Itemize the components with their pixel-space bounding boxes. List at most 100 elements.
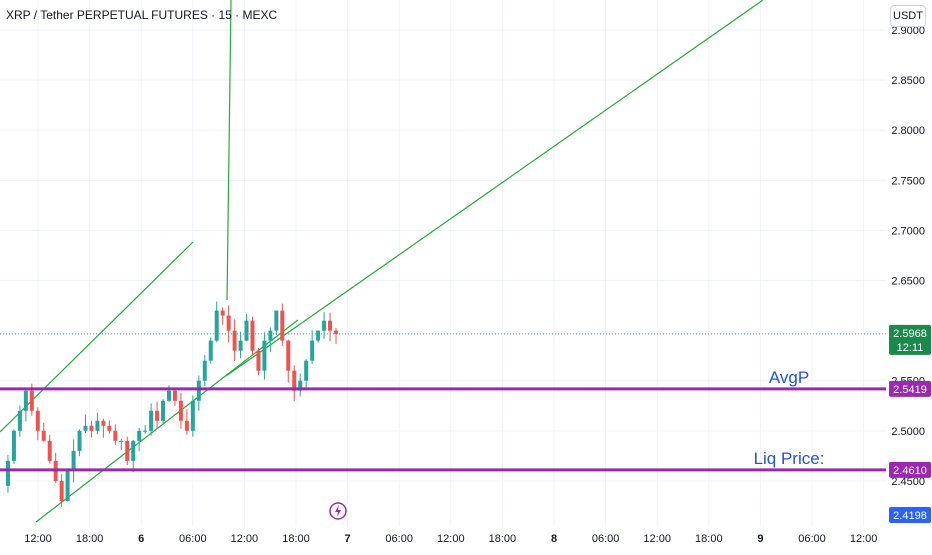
axis-labels: 2.5419 2.4610 2.5968 12:11 2.4198 xyxy=(329,324,931,523)
trendline-long xyxy=(225,0,764,377)
candle-body xyxy=(298,380,303,391)
y-tick-label: 2.6500 xyxy=(891,276,925,288)
candle-body xyxy=(125,440,130,461)
y-tick-label: 2.7000 xyxy=(891,225,925,237)
countdown-label: 12:11 xyxy=(897,342,924,354)
candle-body xyxy=(172,390,177,401)
y-tick-label: 2.4500 xyxy=(891,476,925,488)
candle-body xyxy=(65,470,70,501)
candles xyxy=(5,301,338,507)
candle-body xyxy=(280,310,285,341)
candle-body xyxy=(304,360,309,381)
x-tick-label: 9 xyxy=(757,533,763,545)
low-price-badge xyxy=(889,507,931,523)
candle-body xyxy=(137,430,142,441)
candle-body xyxy=(238,340,243,351)
candle-body xyxy=(202,360,207,381)
x-tick-label: 18:00 xyxy=(695,533,723,545)
x-tick-label: 12:00 xyxy=(850,533,878,545)
level-price-label: 2.4610 xyxy=(893,465,927,477)
trendline-lower xyxy=(35,319,299,523)
x-tick-label: 06:00 xyxy=(179,533,207,545)
candle-body xyxy=(101,420,106,426)
candle-body xyxy=(89,425,94,431)
level-annotation: Liq Price: xyxy=(754,449,825,468)
candle-body xyxy=(310,340,315,361)
candle-body xyxy=(190,400,195,431)
lightning-icon[interactable] xyxy=(329,502,347,520)
candle-body xyxy=(274,310,279,331)
candle-body xyxy=(328,320,333,331)
x-tick-label: 06:00 xyxy=(592,533,620,545)
candle-body xyxy=(35,410,40,431)
x-tick-label: 06:00 xyxy=(798,533,826,545)
y-tick-label: 2.8000 xyxy=(891,125,925,137)
trendlines xyxy=(0,0,764,523)
candle-body xyxy=(59,480,64,501)
grid xyxy=(0,0,886,526)
candle-body xyxy=(292,370,297,391)
x-tick-label: 12:00 xyxy=(231,533,259,545)
candle-body xyxy=(77,430,82,451)
y-tick-label: 2.7500 xyxy=(891,175,925,187)
candle-body xyxy=(41,430,46,441)
x-tick-label: 12:00 xyxy=(437,533,465,545)
level-annotation: AvgP xyxy=(769,368,809,387)
candle-body xyxy=(262,340,267,371)
candle-body xyxy=(208,340,213,361)
y-tick-label: 2.8500 xyxy=(891,75,925,87)
x-tick-label: 06:00 xyxy=(385,533,413,545)
x-tick-label: 18:00 xyxy=(76,533,104,545)
candle-body xyxy=(226,315,231,331)
candle-body xyxy=(196,380,201,401)
candle-body xyxy=(95,420,100,431)
level-price-badge xyxy=(889,380,931,397)
x-tick-label: 8 xyxy=(551,533,557,545)
x-tick-label: 12:00 xyxy=(24,533,52,545)
level-price-badge xyxy=(889,461,931,478)
x-tick-label: 12:00 xyxy=(643,533,671,545)
y-tick-label: 2.9000 xyxy=(891,25,925,37)
candle-body xyxy=(131,440,136,461)
candle-body xyxy=(244,320,249,341)
candle-body xyxy=(5,460,10,486)
candle-body xyxy=(316,330,321,341)
candle-body xyxy=(71,450,76,471)
candle-body xyxy=(256,350,261,371)
candle-body xyxy=(11,430,16,461)
candle-body xyxy=(113,430,118,441)
candle-body xyxy=(286,340,291,371)
candle-body xyxy=(107,425,112,431)
candle-body xyxy=(161,400,166,421)
price-levels: AvgP Liq Price: xyxy=(0,333,886,472)
candle-body xyxy=(250,320,255,351)
y-tick-label: 2.5000 xyxy=(891,426,925,438)
candle-body xyxy=(17,410,22,431)
level-price-label: 2.5419 xyxy=(893,384,927,396)
lightning-icon-bolt xyxy=(335,505,341,517)
candle-body xyxy=(149,410,154,431)
symbol-title: XRP / Tether PERPETUAL FUTURES · 15 · ME… xyxy=(6,8,278,22)
price-axis[interactable]: 2.90002.85002.80002.75002.70002.65002.55… xyxy=(891,25,925,488)
candle-body xyxy=(334,330,338,334)
candle-body xyxy=(184,420,189,431)
x-tick-label: 6 xyxy=(138,533,144,545)
candle-body xyxy=(83,425,88,431)
candle-body xyxy=(232,330,237,351)
candle-body xyxy=(167,390,171,401)
candle-body xyxy=(119,440,124,442)
candle-body xyxy=(23,390,28,411)
candle-body xyxy=(268,330,273,341)
candle-body xyxy=(155,410,160,421)
candle-body xyxy=(143,430,148,432)
time-axis[interactable]: 12:00 18:00 6 06:00 12:00 18:00 7 06:00 12:00 18:… xyxy=(24,533,877,545)
trendline-vertical xyxy=(226,0,232,301)
currency-button[interactable]: USDT xyxy=(890,5,926,27)
current-price-badge xyxy=(889,324,931,355)
candle-body xyxy=(29,390,34,411)
current-price-label: 2.5968 xyxy=(893,328,927,340)
candle-body xyxy=(214,310,219,341)
candle-body xyxy=(47,440,52,461)
